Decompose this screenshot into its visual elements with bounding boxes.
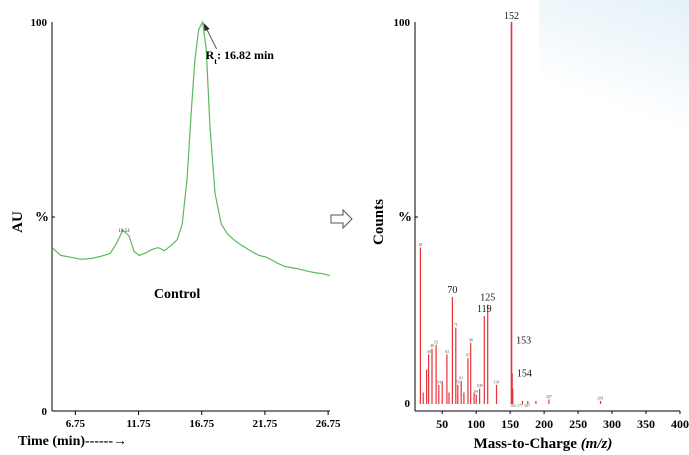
chromatogram-x-tick-label: 26.75 [316, 418, 341, 430]
spectrum-peak-label: 70 [447, 285, 457, 296]
chromatogram-y-axis-title: AU [10, 211, 26, 233]
spectrum-minor-peak-label: 81 [459, 376, 463, 381]
spectrum-peak-bar [419, 247, 421, 404]
spectrum-peak-bar [470, 342, 472, 404]
spectrum-peak-bar [460, 381, 462, 404]
spectrum-y-tick-100: 100 [394, 17, 411, 29]
chromatogram-minor-peak-label: 10.54 [118, 229, 130, 234]
spectrum-peaks [419, 22, 602, 404]
spectrum-peak-bar [495, 384, 498, 404]
chromatogram-chart: 100 0 % AU 6.75 11.75 16.75 21.75 26.75 Time… [10, 17, 341, 449]
spectrum-peak-bar [457, 384, 459, 404]
retention-time-arrowhead [203, 23, 210, 31]
spectrum-peak-bar [426, 369, 428, 404]
chromatogram-y-tick-100: 100 [31, 17, 48, 29]
spectrum-minor-peak-label: 38 [427, 349, 431, 354]
spectrum-minor-peak-label: 87 [466, 353, 470, 358]
spectrum-minor-peak-label: 71 [454, 322, 458, 327]
spectrum-x-tick-label: 200 [535, 417, 553, 431]
spectrum-x-tick-label: 150 [501, 417, 519, 431]
spectrum-minor-peak-label: 40 [430, 343, 434, 348]
chromatogram-percent-label: % [35, 210, 49, 225]
spectrum-y-tick-0: 0 [405, 398, 411, 410]
chromatogram-x-tick-label: 6.75 [66, 418, 86, 430]
chromatogram-y-tick-0: 0 [42, 406, 48, 418]
mass-spectrum-chart: 100 0 % Counts 50 100 150 200 250 300 350 400 M… [371, 11, 689, 452]
spectrum-peak-bar [467, 358, 469, 404]
spectrum-x-tick-label: 350 [637, 417, 655, 431]
spectrum-x-ticks: 50 100 150 200 250 300 350 400 [436, 411, 689, 431]
spectrum-percent-label: % [398, 210, 412, 225]
spectrum-peak-label: 152 [504, 11, 519, 22]
spectrum-minor-peak-label: 28 [418, 242, 422, 247]
spectrum-peak-bar [548, 399, 550, 404]
spectrum-peak-label: 154 [517, 369, 532, 380]
spectrum-peak-bar [510, 22, 513, 404]
spectrum-minor-peak-label: 76 [456, 379, 460, 384]
chromatogram-annotations: Control 10.54 Rt: 16.82 min [118, 23, 274, 302]
corner-decoration [539, 0, 689, 125]
spectrum-peak-bar [422, 392, 424, 404]
spectrum-peak-bar [473, 392, 475, 404]
spectrum-y-axis-title: Counts [371, 199, 387, 245]
spectrum-x-tick-label: 400 [671, 417, 689, 431]
spectrum-peak-bar [448, 392, 450, 404]
spectrum-peak-bar [483, 316, 485, 404]
spectrum-peak-bar [451, 297, 453, 404]
spectrum-minor-peak-label: 63 [445, 349, 449, 354]
retention-time-label: Rt: 16.82 min [206, 48, 275, 66]
spectrum-peak-bar [512, 388, 514, 404]
spectrum-x-tick-label: 250 [569, 417, 587, 431]
spectrum-minor-peak-label: 54 [437, 379, 441, 384]
spectrum-peak-label: 119 [477, 304, 492, 315]
chromatogram-x-tick-label: 16.75 [189, 418, 214, 430]
spectrum-peak-bar [455, 327, 457, 404]
spectrum-peak-label: 125 [480, 293, 495, 304]
spectrum-minor-peak-label: 98 [469, 337, 473, 342]
spectrum-peak-bar [438, 384, 440, 404]
chromatogram-trace [51, 20, 331, 277]
spectrum-peak-bar [521, 400, 523, 404]
spectrum-minor-peak-label: 108 [477, 383, 483, 388]
spectrum-peak-bar [428, 354, 430, 404]
spectrum-minor-peak-label: 134 [494, 379, 500, 384]
spectrum-x-axis-title: Mass-to-Charge (m/z) [474, 436, 613, 452]
spectrum-peak-bar [431, 348, 433, 404]
spectrum-peak-bar [441, 381, 443, 404]
chromatogram-x-tick-label: 21.75 [253, 418, 278, 430]
chromatogram-x-tick-label: 11.75 [126, 418, 151, 430]
transition-arrow [330, 208, 353, 230]
chromatogram-x-ticks: 6.75 11.75 16.75 21.75 26.75 [66, 411, 341, 430]
spectrum-minor-peak-label: 53 [434, 339, 438, 344]
spectrum-peak-bar [446, 354, 448, 404]
spectrum-peak-bar [535, 400, 537, 404]
spectrum-minor-peak-label: 281 [598, 395, 604, 400]
spectrum-peak-bar [435, 344, 437, 404]
spectrum-x-tick-label: 100 [467, 417, 485, 431]
spectrum-x-tick-label: 300 [603, 417, 621, 431]
spectrum-minor-peak-labels: 165 177 187 [510, 403, 530, 408]
spectrum-peak-label: 153 [516, 335, 531, 346]
spectrum-peak-bar [487, 304, 489, 404]
spectrum-peak-bar [479, 388, 481, 404]
spectrum-peak-bar [599, 400, 602, 404]
spectrum-minor-peak-label: 207 [546, 394, 552, 399]
spectrum-peak-bar [527, 400, 529, 404]
chromatogram-x-axis-title: Time (min)------→ [18, 434, 127, 449]
spectrum-peak-bar [463, 392, 465, 404]
spectrum-peak-bar [475, 394, 477, 404]
spectrum-x-tick-label: 50 [436, 417, 448, 431]
chromatogram-sample-label: Control [154, 287, 201, 302]
spectrum-minor-peak-label: 99 [474, 389, 478, 394]
